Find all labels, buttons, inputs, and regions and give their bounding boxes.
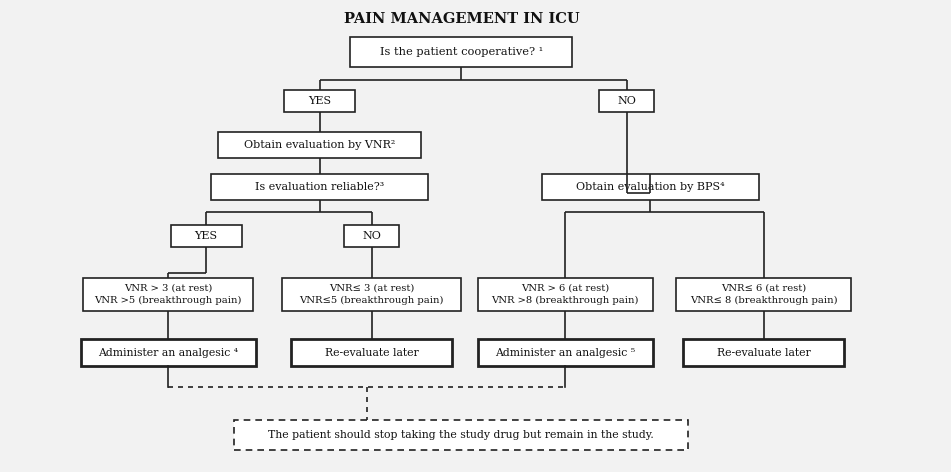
Text: Administer an analgesic ⁵: Administer an analgesic ⁵ [495, 347, 635, 358]
FancyBboxPatch shape [170, 225, 242, 247]
Text: VNR≤ 3 (at rest)
VNR≤5 (breakthrough pain): VNR≤ 3 (at rest) VNR≤5 (breakthrough pai… [300, 284, 444, 305]
FancyBboxPatch shape [211, 174, 428, 200]
FancyBboxPatch shape [477, 339, 652, 366]
FancyBboxPatch shape [599, 90, 654, 112]
Text: NO: NO [617, 96, 636, 106]
FancyBboxPatch shape [234, 420, 689, 450]
FancyBboxPatch shape [81, 339, 256, 366]
FancyBboxPatch shape [284, 90, 355, 112]
Text: Administer an analgesic ⁴: Administer an analgesic ⁴ [98, 347, 239, 358]
FancyBboxPatch shape [344, 225, 398, 247]
Text: VNR > 6 (at rest)
VNR >8 (breakthrough pain): VNR > 6 (at rest) VNR >8 (breakthrough p… [492, 284, 639, 305]
Text: Obtain evaluation by VNR²: Obtain evaluation by VNR² [243, 140, 396, 150]
Text: YES: YES [195, 231, 218, 241]
FancyBboxPatch shape [684, 339, 844, 366]
FancyBboxPatch shape [676, 278, 851, 311]
FancyBboxPatch shape [83, 278, 253, 311]
Text: Is evaluation reliable?³: Is evaluation reliable?³ [255, 182, 384, 192]
FancyBboxPatch shape [350, 37, 573, 67]
Text: VNR≤ 6 (at rest)
VNR≤ 8 (breakthrough pain): VNR≤ 6 (at rest) VNR≤ 8 (breakthrough pa… [690, 284, 838, 305]
FancyBboxPatch shape [218, 132, 421, 158]
Text: YES: YES [308, 96, 331, 106]
FancyBboxPatch shape [291, 339, 452, 366]
Text: NO: NO [362, 231, 381, 241]
Text: PAIN MANAGEMENT IN ICU: PAIN MANAGEMENT IN ICU [343, 12, 579, 26]
Text: Is the patient cooperative? ¹: Is the patient cooperative? ¹ [379, 47, 543, 57]
Text: Re-evaluate later: Re-evaluate later [324, 347, 418, 358]
Text: The patient should stop taking the study drug but remain in the study.: The patient should stop taking the study… [268, 430, 654, 440]
FancyBboxPatch shape [477, 278, 652, 311]
FancyBboxPatch shape [281, 278, 461, 311]
Text: VNR > 3 (at rest)
VNR >5 (breakthrough pain): VNR > 3 (at rest) VNR >5 (breakthrough p… [94, 284, 242, 305]
Text: Re-evaluate later: Re-evaluate later [717, 347, 811, 358]
FancyBboxPatch shape [542, 174, 759, 200]
Text: Obtain evaluation by BPS⁴: Obtain evaluation by BPS⁴ [576, 182, 725, 192]
